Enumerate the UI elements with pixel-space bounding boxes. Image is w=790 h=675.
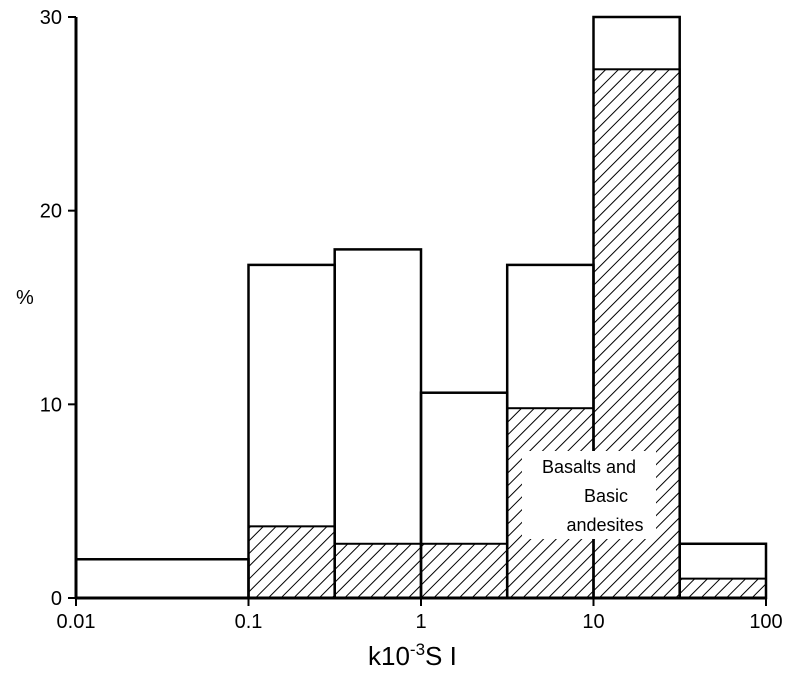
x-ticks: 0.01 0.1 1 10 100 [57, 598, 783, 633]
y-ticks: 0 10 20 30 [40, 7, 76, 610]
y-tick-label: 30 [40, 7, 62, 29]
annotation-background [522, 451, 656, 539]
annotation-line-1: Basalts and [542, 457, 636, 477]
x-axis-label-base: k10 [368, 641, 410, 671]
x-tick-label: 10 [582, 611, 604, 633]
x-tick-label: 0.1 [235, 611, 263, 633]
hatched-bar [333, 542, 422, 599]
x-axis-label: k10-3S I [368, 640, 457, 671]
y-tick-label: 0 [51, 588, 62, 610]
y-axis-label: % [16, 287, 34, 309]
y-tick-label: 10 [40, 394, 62, 416]
annotation-line-2: Basic [584, 486, 628, 506]
annotation-line-3: andesites [566, 515, 643, 535]
hatched-bar [420, 542, 509, 599]
x-tick-label: 100 [749, 611, 782, 633]
hatched-bar [247, 525, 336, 599]
series-annotation: Basalts and Basic andesites [522, 451, 656, 539]
y-tick-label: 20 [40, 201, 62, 223]
x-axis-label-exponent: -3 [410, 640, 425, 659]
x-tick-label: 0.01 [57, 611, 96, 633]
x-tick-label: 1 [415, 611, 426, 633]
outline-bar [74, 558, 250, 600]
hatched-bar [678, 577, 768, 600]
x-axis-label-unit: S I [425, 641, 457, 671]
